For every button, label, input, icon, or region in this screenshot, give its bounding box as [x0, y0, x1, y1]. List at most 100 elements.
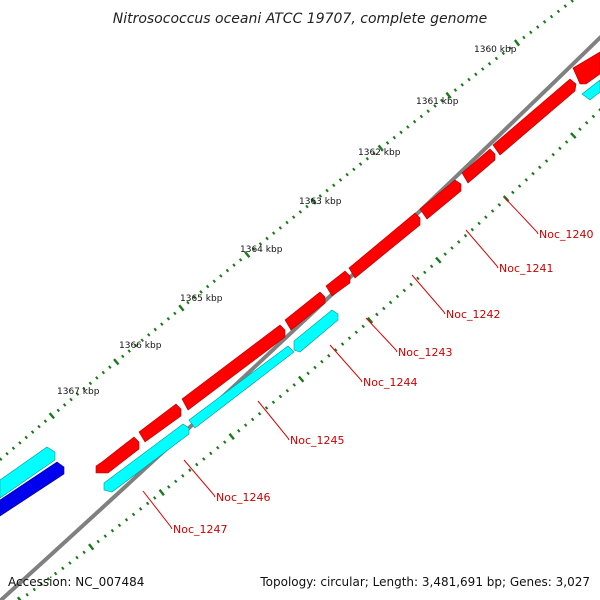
minor-tick	[145, 501, 150, 506]
gene-feature[interactable]	[103, 423, 190, 493]
minor-tick	[212, 279, 216, 284]
minor-tick	[409, 282, 413, 287]
minor-tick	[591, 114, 596, 119]
other-genes	[0, 461, 65, 517]
minor-tick	[25, 592, 29, 597]
minor-tick	[484, 215, 488, 219]
gene-label[interactable]: Noc_1243	[398, 346, 453, 359]
minor-tick	[474, 72, 478, 77]
minor-tick	[522, 35, 526, 40]
minor-tick	[53, 571, 58, 576]
minor-tick	[237, 428, 241, 433]
minor-tick	[174, 479, 178, 484]
gene-feature[interactable]	[284, 291, 326, 331]
minor-tick	[511, 190, 515, 195]
gene-label-line	[411, 274, 446, 315]
gene-label[interactable]: Noc_1242	[446, 308, 501, 321]
map-title: Nitrosococcus oceani ATCC 19707, complet…	[113, 11, 488, 27]
minor-tick	[426, 109, 430, 114]
minor-tick	[166, 316, 171, 321]
gene-feature[interactable]	[325, 270, 351, 297]
minor-tick	[531, 171, 535, 176]
gene-label[interactable]: Noc_1240	[539, 228, 594, 241]
gene-feature[interactable]	[461, 148, 496, 184]
minor-tick	[333, 348, 338, 352]
minor-tick	[62, 403, 67, 407]
inner-tick-ring	[16, 108, 600, 600]
minor-tick	[96, 539, 100, 544]
minor-tick	[423, 270, 427, 275]
gene-labels: Noc_1240 Noc_1241 Noc_1242 Noc_1243 Noc_…	[173, 228, 594, 536]
minor-tick	[412, 119, 417, 124]
minor-tick	[375, 312, 379, 317]
major-tick	[158, 488, 165, 496]
minor-tick	[219, 274, 223, 278]
gene-feature[interactable]	[138, 403, 182, 443]
gene-feature[interactable]	[293, 309, 339, 353]
minor-tick	[225, 268, 230, 273]
gene-feature[interactable]	[581, 79, 600, 101]
gene-feature[interactable]	[181, 324, 286, 411]
minor-tick	[537, 165, 542, 170]
minor-tick	[382, 306, 386, 311]
gene-feature[interactable]	[188, 345, 295, 429]
minor-tick	[487, 61, 492, 66]
minor-tick	[340, 342, 345, 346]
minor-tick	[306, 371, 310, 376]
gene-label[interactable]: Noc_1241	[499, 262, 554, 275]
minor-tick	[318, 194, 323, 198]
minor-tick	[529, 30, 533, 35]
minor-tick	[345, 172, 349, 177]
major-tick	[88, 543, 95, 551]
minor-tick	[549, 14, 554, 19]
gene-label[interactable]: Noc_1244	[363, 376, 418, 389]
gene-feature[interactable]	[348, 212, 421, 279]
minor-tick	[470, 227, 475, 232]
minor-tick	[216, 445, 220, 450]
minor-tick	[292, 383, 296, 387]
gene-feature[interactable]	[0, 461, 65, 517]
minor-tick	[320, 359, 324, 364]
minor-tick	[392, 135, 397, 140]
minor-tick	[250, 417, 255, 422]
kbp-scale-labels: 1360 kbp 1361 kbp 1362 kbp 1363 kbp 1364…	[57, 45, 517, 397]
minor-tick	[223, 440, 227, 444]
minor-tick	[385, 141, 390, 145]
minor-tick	[271, 400, 276, 405]
minor-tick	[402, 288, 407, 293]
minor-tick	[388, 300, 393, 305]
minor-tick	[18, 441, 22, 445]
gene-feature[interactable]	[492, 78, 577, 156]
minor-tick	[138, 507, 143, 511]
minor-tick	[395, 294, 400, 299]
minor-tick	[56, 408, 60, 413]
minor-tick	[167, 485, 171, 489]
genome-backbone	[0, 34, 600, 600]
gene-label[interactable]: Noc_1245	[290, 434, 345, 447]
minor-tick	[257, 411, 262, 416]
minor-tick	[37, 424, 41, 429]
minor-tick	[69, 397, 73, 402]
minor-tick	[477, 221, 481, 226]
minor-tick	[101, 370, 106, 375]
minor-tick	[536, 25, 540, 29]
major-tick	[310, 197, 317, 205]
gene-label[interactable]: Noc_1247	[173, 523, 228, 536]
minor-tick	[238, 258, 243, 262]
kbp-label: 1360 kbp	[474, 45, 517, 55]
major-tick	[178, 304, 185, 312]
major-tick	[48, 412, 56, 420]
minor-tick	[298, 210, 303, 214]
minor-tick	[556, 9, 561, 14]
outer-tick-ring	[0, 0, 574, 461]
minor-tick	[88, 381, 93, 386]
minor-tick	[121, 354, 125, 359]
gene-feature[interactable]	[572, 51, 600, 85]
minor-tick	[75, 392, 80, 396]
minor-tick	[278, 226, 283, 230]
gene-feature[interactable]	[419, 179, 462, 220]
gene-label[interactable]: Noc_1246	[216, 491, 271, 504]
minor-tick	[108, 365, 112, 369]
gene-feature[interactable]	[0, 446, 56, 499]
gene-feature[interactable]	[95, 436, 140, 474]
